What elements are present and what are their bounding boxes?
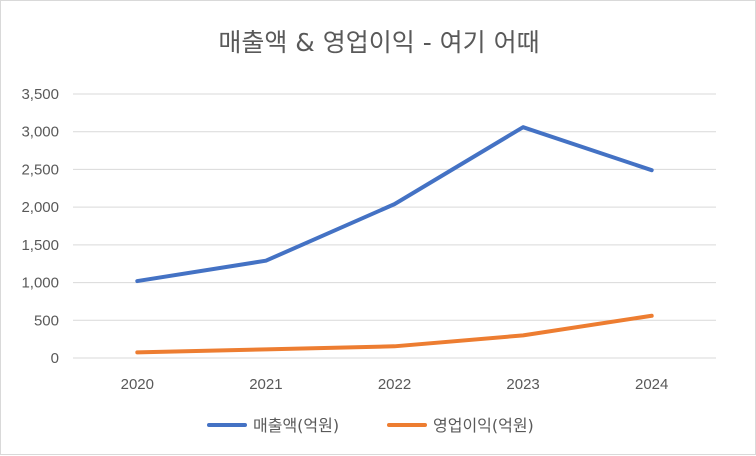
legend: 매출액(억원) 영업이익(억원) <box>209 416 534 435</box>
chart-title: 매출액 & 영업이익 - 여기 어때 <box>218 28 539 57</box>
x-tick-label: 2024 <box>635 376 668 393</box>
y-tick-label: 1,000 <box>21 275 59 292</box>
y-tick-label: 3,500 <box>21 86 59 103</box>
y-tick-label: 2,000 <box>21 199 59 216</box>
legend-label: 매출액(억원) <box>253 416 339 435</box>
series-line-operating-profit <box>137 316 651 353</box>
y-tick-label: 2,500 <box>21 161 59 178</box>
y-tick-label: 0 <box>51 350 59 367</box>
y-tick-label: 1,500 <box>21 237 59 254</box>
x-tick-label: 2021 <box>249 376 282 393</box>
gridlines <box>73 94 716 358</box>
series-lines <box>137 127 652 352</box>
x-axis-tick-labels: 2020 2021 2022 2023 2024 <box>121 376 669 393</box>
y-tick-label: 500 <box>34 312 59 329</box>
x-tick-label: 2022 <box>378 376 411 393</box>
legend-label: 영업이익(억원) <box>433 416 534 435</box>
y-tick-label: 3,000 <box>21 124 59 141</box>
y-axis-tick-labels: 0 500 1,000 1,500 2,000 2,500 3,000 3,500 <box>21 86 59 367</box>
x-tick-label: 2020 <box>121 376 154 393</box>
x-tick-label: 2023 <box>506 376 539 393</box>
